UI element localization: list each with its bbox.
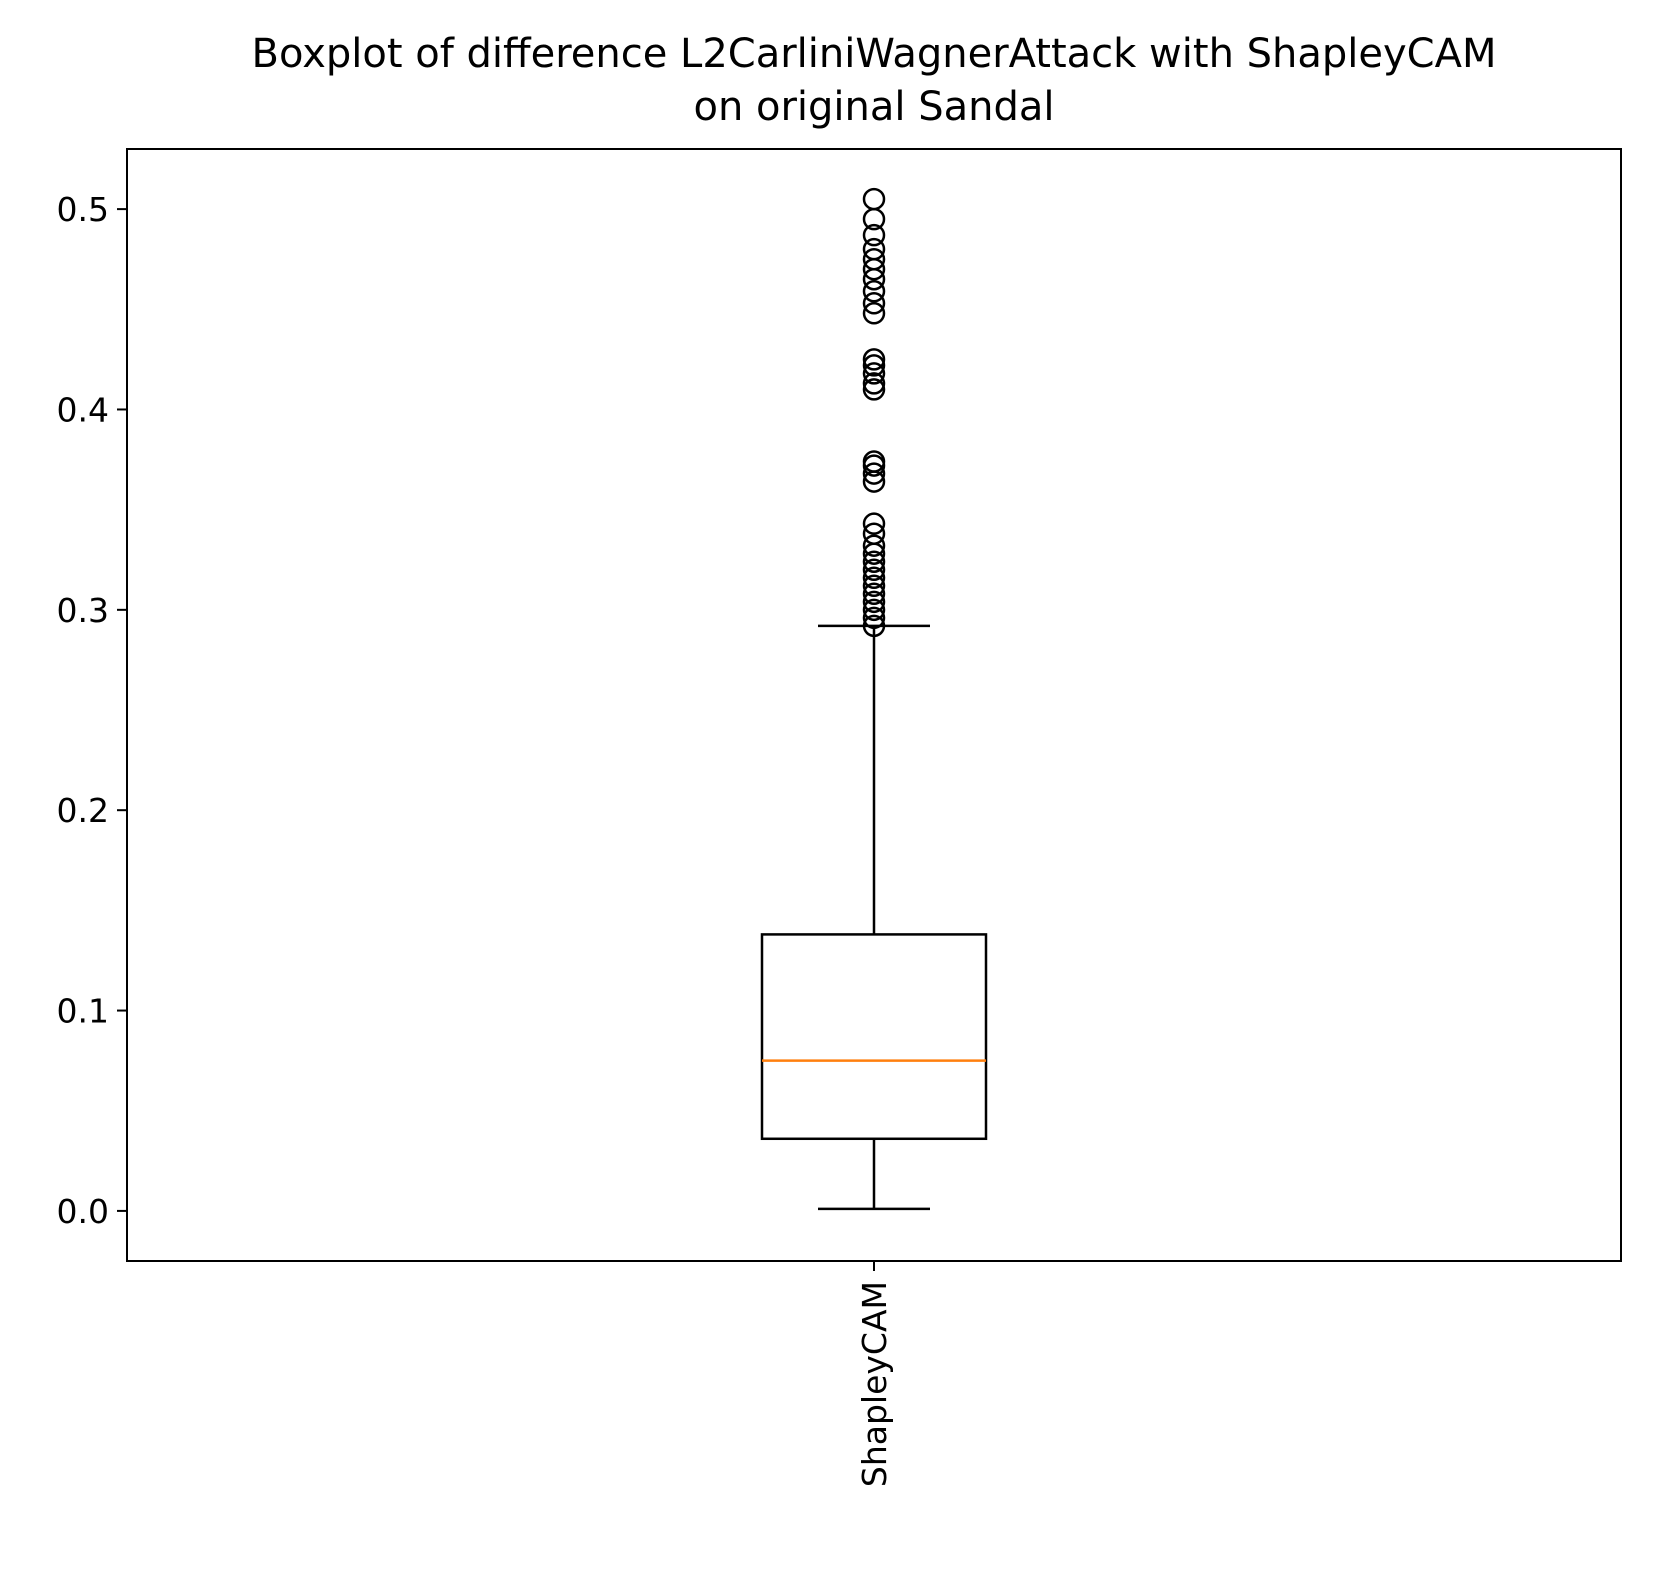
outlier-point [862, 302, 886, 325]
outlier-point [862, 606, 886, 630]
chart-title-line-1: Boxplot of difference L2CarliniWagnerAtt… [252, 31, 1497, 77]
chart-title: Boxplot of difference L2CarliniWagnerAtt… [252, 31, 1497, 130]
outlier-point [862, 280, 886, 303]
outlier-point [862, 247, 886, 271]
y-tick-label: 0.1 [57, 992, 109, 1031]
outlier-point [862, 614, 886, 638]
outlier-point [862, 378, 886, 401]
y-tick-label: 0.5 [57, 190, 109, 229]
outlier-point [862, 348, 886, 371]
x-tick-label: ShapleyCAM [855, 1281, 894, 1487]
box-series [760, 187, 988, 1211]
outlier-point [862, 462, 886, 485]
y-axis: 0.0 0.1 0.2 0.3 0.4 0.5 [57, 190, 127, 1231]
outlier-point [862, 574, 886, 598]
y-tick-label: 0.0 [57, 1192, 109, 1231]
outlier-point [862, 237, 886, 261]
outlier-point [862, 187, 886, 211]
y-tick-label: 0.2 [57, 791, 109, 830]
outlier-point [862, 223, 886, 247]
iqr-box [760, 933, 988, 1141]
outlier-point [862, 354, 886, 377]
outlier-point [862, 512, 886, 535]
boxplot-ShapleyCAM [760, 187, 988, 1211]
outlier-point [862, 522, 886, 545]
outlier-point [862, 590, 886, 614]
outlier-point [862, 450, 886, 473]
outlier-point [862, 582, 886, 606]
y-tick-label: 0.3 [57, 591, 109, 630]
outlier-point [862, 558, 886, 582]
outlier-point [862, 598, 886, 622]
outlier-point [862, 362, 886, 385]
x-axis: ShapleyCAM [855, 1261, 894, 1487]
outlier-point [862, 534, 886, 557]
chart-title-line-2: on original Sandal [693, 84, 1054, 130]
outlier-point [862, 292, 886, 315]
outlier-point [862, 372, 886, 395]
outlier-point [862, 550, 886, 573]
outlier-point [862, 566, 886, 590]
y-tick-label: 0.4 [57, 390, 109, 429]
